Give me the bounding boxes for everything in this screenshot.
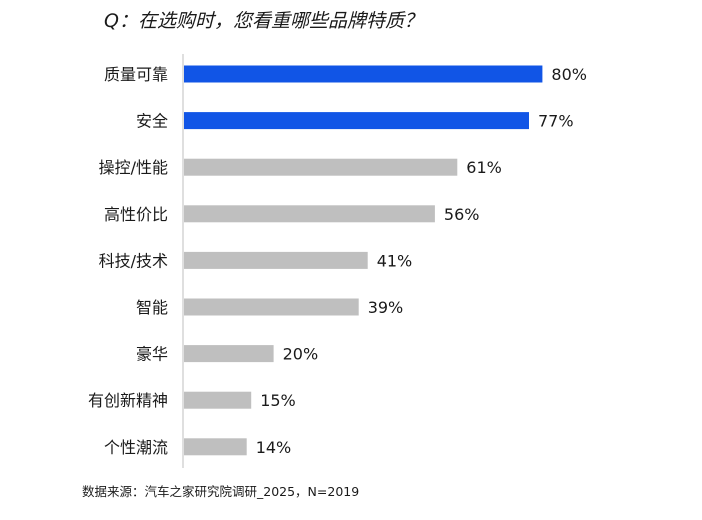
category-label-6: 智能 (136, 298, 168, 317)
bar-9 (184, 438, 247, 456)
value-label-7: 20% (283, 345, 319, 364)
bar-1 (184, 65, 543, 83)
category-label-3: 操控/性能 (99, 158, 168, 177)
value-label-9: 14% (256, 438, 292, 457)
category-label-7: 豪华 (136, 345, 168, 364)
value-label-2: 77% (538, 112, 574, 131)
value-label-6: 39% (368, 298, 404, 317)
category-label-5: 科技/技术 (99, 251, 168, 270)
value-label-5: 41% (377, 251, 413, 270)
value-label-3: 61% (466, 158, 502, 177)
bar-7 (184, 345, 274, 363)
category-label-8: 有创新精神 (88, 391, 168, 410)
category-label-9: 个性潮流 (104, 438, 168, 457)
value-label-4: 56% (444, 205, 480, 224)
value-label-1: 80% (551, 65, 587, 84)
bar-8 (184, 391, 252, 409)
value-label-8: 15% (260, 391, 296, 410)
bar-5 (184, 251, 368, 269)
category-label-1: 质量可靠 (104, 65, 168, 84)
bar-3 (184, 158, 458, 176)
bar-4 (184, 205, 435, 223)
bar-2 (184, 112, 529, 130)
value-labels-group: 80% 77% 61% 56% 41% 39% 20% 15% 14% (256, 65, 587, 457)
bar-6 (184, 298, 359, 316)
chart-title: Q：在选购时，您看重哪些品牌特质？ (104, 10, 423, 32)
category-label-4: 高性价比 (104, 205, 168, 224)
category-label-2: 安全 (136, 112, 168, 131)
bars-group (184, 65, 543, 456)
data-source-note: 数据来源：汽车之家研究院调研_2025，N=2019 (82, 484, 359, 499)
